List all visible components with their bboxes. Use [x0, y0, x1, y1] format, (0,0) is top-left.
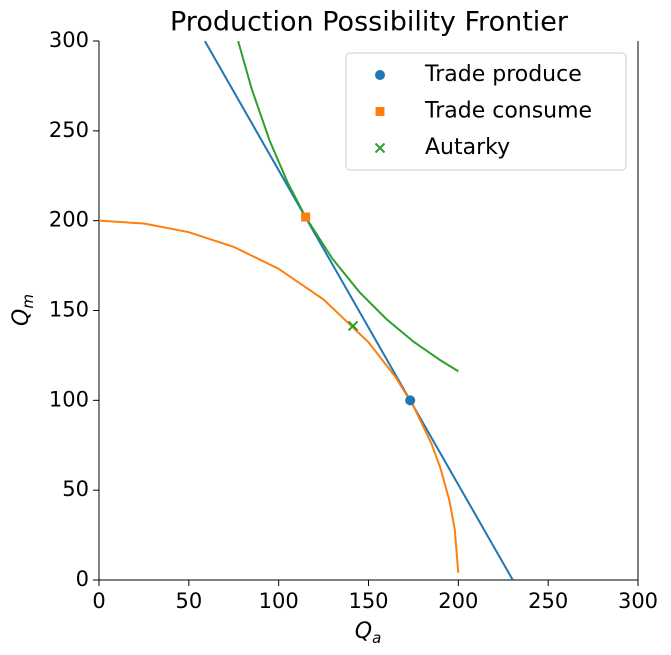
y-axis-label: Qm [9, 294, 37, 326]
curve [99, 219, 460, 573]
curve [203, 41, 514, 580]
y-tick-label: 250 [49, 118, 89, 142]
point [405, 395, 416, 406]
legend-box [345, 52, 627, 171]
x-tick-label: 100 [259, 589, 299, 613]
point [301, 212, 311, 222]
x-label-symbol: Q [355, 619, 372, 644]
x-tick-label: 300 [618, 589, 658, 613]
x-label-subscript: a [372, 629, 381, 647]
point [347, 320, 359, 332]
x-tick-label: 150 [348, 589, 388, 613]
x-tick-label: 0 [92, 589, 105, 613]
legend-label: Trade produce [424, 62, 582, 87]
x-tick-label: 50 [175, 589, 202, 613]
legend-label: Autarky [425, 135, 510, 160]
y-tick-label: 200 [49, 208, 89, 232]
legend-marker [375, 107, 385, 116]
y-tick-label: 50 [62, 477, 89, 501]
chart-title: Production Possibility Frontier [170, 7, 569, 38]
y-label-symbol: Q [9, 309, 34, 326]
legend-marker [375, 70, 385, 80]
x-axis-label: Qa [355, 619, 382, 647]
y-tick-label: 0 [76, 567, 89, 591]
y-tick-label: 100 [49, 387, 89, 411]
x-tick-label: 200 [438, 589, 478, 613]
legend-marker [374, 142, 386, 154]
y-tick-label: 300 [49, 28, 89, 52]
x-tick-label: 250 [528, 589, 568, 613]
y-label-subscript: m [19, 294, 37, 309]
legend-label: Trade consume [424, 99, 592, 124]
y-tick-label: 150 [49, 298, 89, 322]
curve [237, 41, 459, 373]
